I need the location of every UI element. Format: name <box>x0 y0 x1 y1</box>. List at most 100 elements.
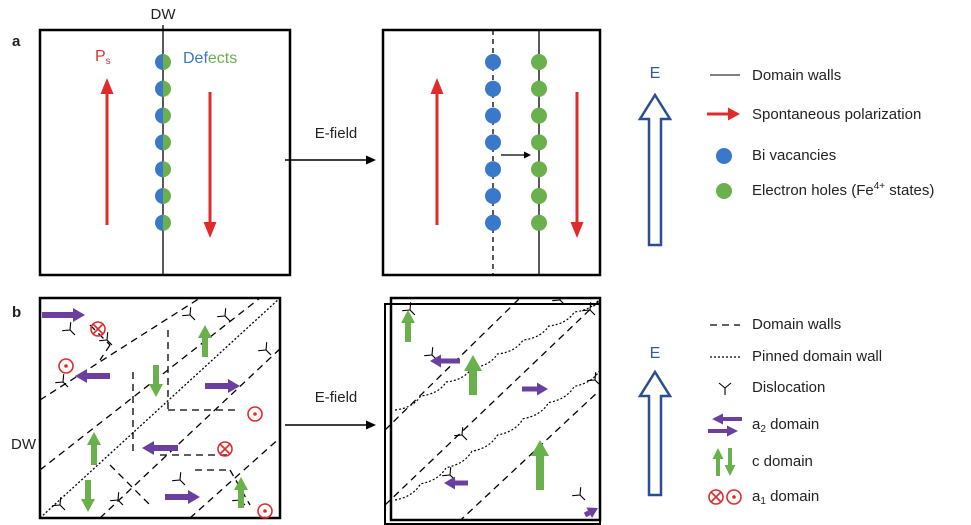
dislocation-arm <box>719 383 725 388</box>
field-arrow <box>640 95 670 245</box>
efield-arrow <box>366 421 376 430</box>
dislocation <box>62 322 79 339</box>
defects-blue: Def <box>183 50 208 67</box>
diagram <box>40 25 742 525</box>
dislocation-stem <box>70 330 75 335</box>
legend-text: Spontaneous polarization <box>752 106 921 123</box>
domain-wall <box>190 420 300 518</box>
polarization <box>101 78 114 94</box>
legend-text: Domain walls <box>752 316 841 333</box>
legend-text: Pinned domain wall <box>752 348 882 365</box>
legend-text: a2 domain <box>752 416 819 435</box>
a1-dot <box>64 364 68 368</box>
panel-b-right <box>385 292 604 525</box>
a2-domain <box>430 355 441 368</box>
figure: a DW Ps Defects E-field E Domain walls S… <box>0 0 971 525</box>
dislocation <box>719 383 731 395</box>
dislocation <box>52 497 69 514</box>
defect-green <box>163 108 171 124</box>
dislocation <box>217 308 234 325</box>
c-domain <box>198 325 212 338</box>
dislocation <box>182 307 199 324</box>
dislocation-arm <box>446 467 454 475</box>
a1-dot <box>253 412 257 416</box>
dislocation-arm <box>262 342 270 350</box>
ps-main: P <box>95 48 106 65</box>
defects-label: Defects <box>183 50 237 67</box>
legend-text: Electron holes (Fe4+ states) <box>752 181 934 199</box>
defect-green <box>531 188 547 204</box>
field-label: E <box>650 345 661 362</box>
defect-blue <box>155 108 163 124</box>
dislocation-arm <box>591 372 599 380</box>
a2-domain <box>585 513 589 515</box>
efield-arrow <box>366 156 376 165</box>
dislocation-arm <box>62 326 70 334</box>
defect-blue <box>485 81 501 97</box>
a2-domain <box>73 308 85 322</box>
dislocation <box>572 487 589 504</box>
pinned-wall <box>395 298 600 410</box>
a1-dot <box>263 509 267 513</box>
legend-part: domain <box>766 416 819 433</box>
dw-label: DW <box>151 6 177 23</box>
shift-arrow <box>524 152 531 159</box>
dislocation <box>587 372 604 389</box>
dislocation-arm <box>103 332 111 340</box>
legend-text: Domain walls <box>752 67 841 84</box>
dislocation-stem <box>462 435 467 440</box>
dislocation-arm <box>59 374 67 382</box>
dislocation <box>454 427 471 444</box>
arrow-label: E-field <box>315 389 358 406</box>
a2-domain <box>444 477 455 490</box>
defect-green <box>531 161 547 177</box>
defect-green <box>531 81 547 97</box>
dislocation <box>552 292 569 309</box>
domain-wall <box>100 345 110 360</box>
legend-a2 <box>712 414 723 425</box>
defect-green <box>531 108 547 124</box>
dislocation-stem <box>580 495 585 500</box>
ps-label: Ps <box>95 48 111 66</box>
a2-domain <box>142 441 154 455</box>
dislocation-arm <box>258 346 266 354</box>
dislocation-arm <box>576 487 584 495</box>
dislocation-arm <box>442 471 450 479</box>
dislocation-stem <box>225 316 230 321</box>
defect-green <box>163 215 171 231</box>
field-label: E <box>650 65 661 82</box>
legend-text: c domain <box>752 453 813 470</box>
legend-c <box>725 465 736 476</box>
dislocation-stem <box>190 315 195 320</box>
polarization <box>571 222 584 238</box>
dislocation-stem <box>180 480 185 485</box>
legend-arrow <box>728 108 740 121</box>
a1-dot <box>732 495 736 499</box>
defect-green <box>163 188 171 204</box>
defect-green <box>163 161 171 177</box>
defect-blue <box>155 134 163 150</box>
defect-blue <box>485 161 501 177</box>
dislocation-arm <box>221 308 229 316</box>
dislocation-stem <box>266 350 271 355</box>
domain-wall <box>110 465 150 505</box>
c-domain <box>531 440 549 456</box>
a2-domain <box>75 369 87 383</box>
legend-dot <box>716 148 732 164</box>
domain-wall <box>450 390 600 525</box>
dislocation-arm <box>55 378 63 386</box>
defect-blue <box>485 188 501 204</box>
domain-wall <box>385 300 600 505</box>
legend-text: Dislocation <box>752 379 825 396</box>
dislocation <box>258 342 275 359</box>
legend-a2 <box>727 426 738 437</box>
pinned-wall <box>395 370 600 500</box>
ps-sub: s <box>106 56 111 67</box>
defect-green <box>531 134 547 150</box>
defects-green: ects <box>208 50 237 67</box>
defect-green <box>163 81 171 97</box>
defect-blue <box>485 54 501 70</box>
defect-blue <box>485 108 501 124</box>
polarization <box>204 222 217 238</box>
legend-part: states) <box>885 182 934 199</box>
